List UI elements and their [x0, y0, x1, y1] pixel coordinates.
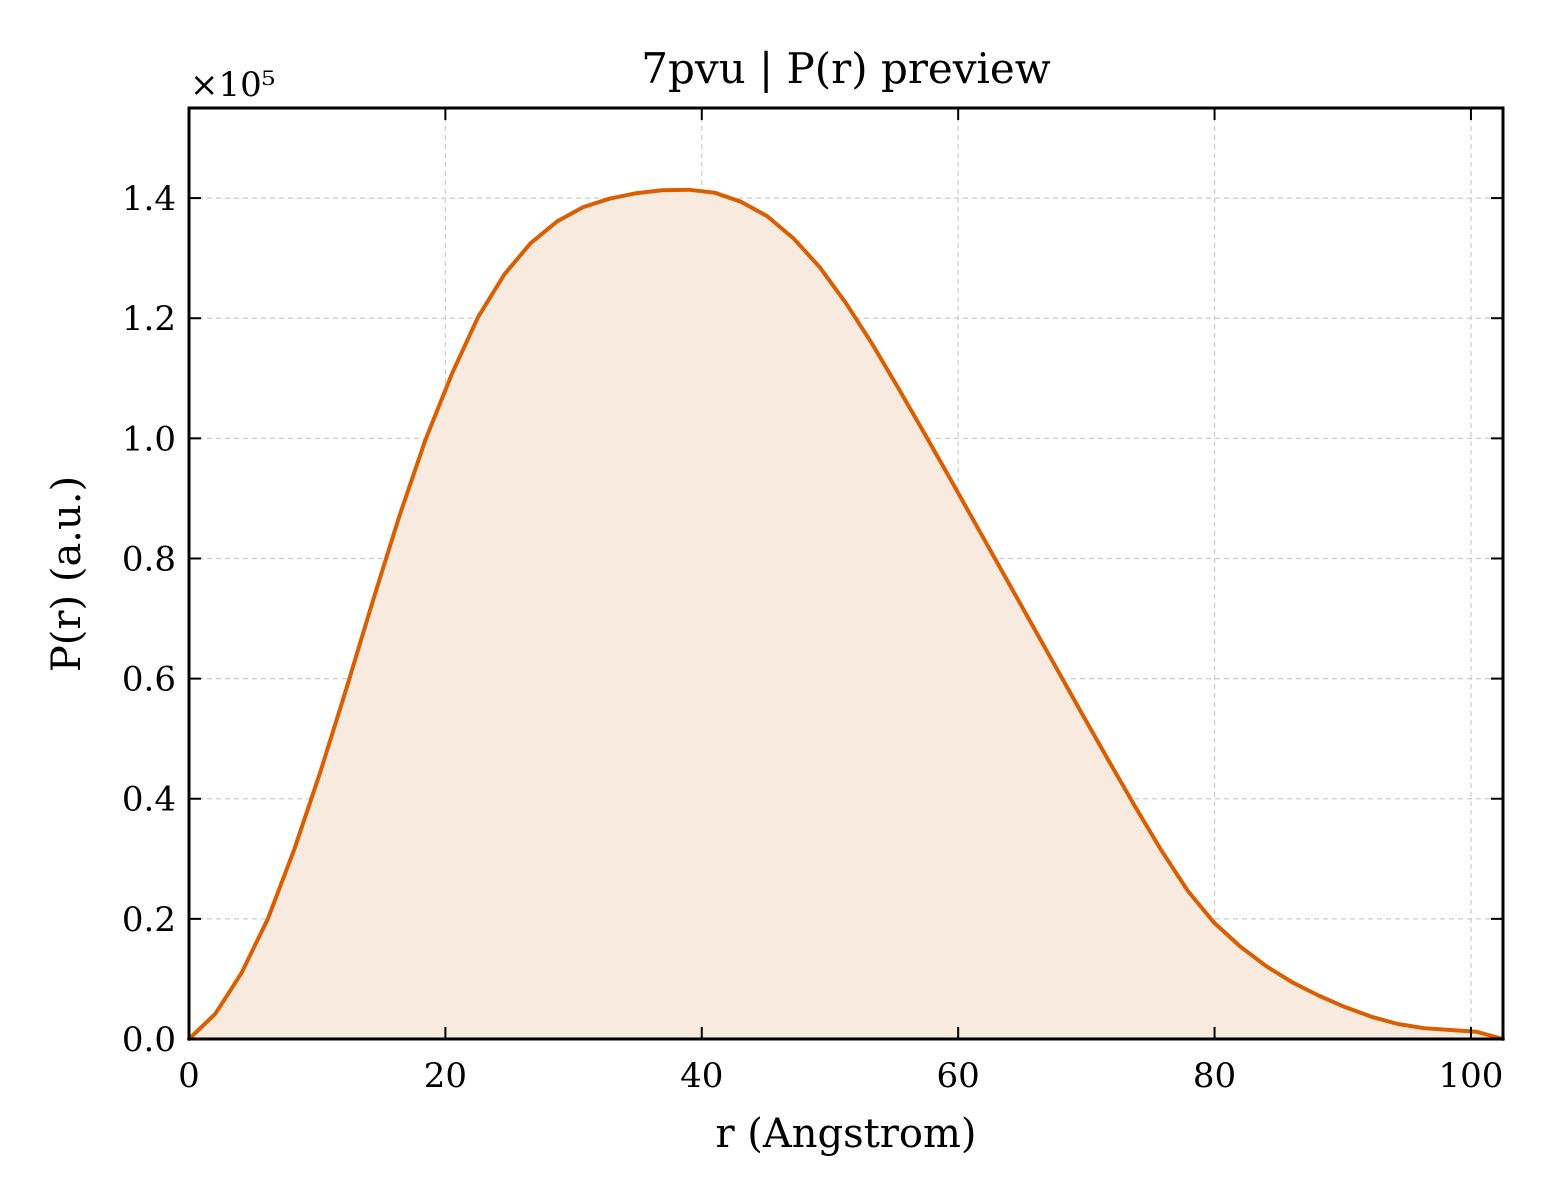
y-tick-label: 1.4 — [122, 179, 176, 219]
y-multiplier-label: ×10⁵ — [190, 65, 275, 105]
y-tick-label: 0.2 — [122, 900, 176, 940]
x-tick-label: 60 — [937, 1056, 980, 1096]
plot-frame — [187, 106, 1505, 1041]
y-tick-label: 1.0 — [122, 419, 176, 459]
y-tick-label: 0.6 — [122, 660, 176, 700]
y-tick-label: 0.8 — [122, 539, 176, 579]
x-axis-ticks: 0 20 40 60 80 100 — [178, 108, 1503, 1096]
x-tick-label: 40 — [680, 1056, 723, 1096]
y-axis-label: P(r) (a.u.) — [44, 476, 90, 672]
y-axis-ticks: 0.0 0.2 0.4 0.6 0.8 1.0 1.2 1.4 — [122, 179, 1503, 1060]
pr-series-line — [187, 187, 1505, 1041]
x-axis-label: r (Angstrom) — [715, 1111, 976, 1157]
x-tick-label: 0 — [178, 1056, 200, 1096]
pr-area-fill — [189, 189, 1503, 1039]
x-tick-label: 100 — [1438, 1056, 1503, 1096]
y-tick-label: 0.0 — [122, 1020, 176, 1060]
x-tick-label: 80 — [1193, 1056, 1236, 1096]
chart-title: 7pvu | P(r) preview — [641, 44, 1051, 93]
y-tick-label: 1.2 — [122, 299, 176, 339]
x-tick-label: 20 — [424, 1056, 467, 1096]
y-tick-label: 0.4 — [122, 780, 176, 820]
